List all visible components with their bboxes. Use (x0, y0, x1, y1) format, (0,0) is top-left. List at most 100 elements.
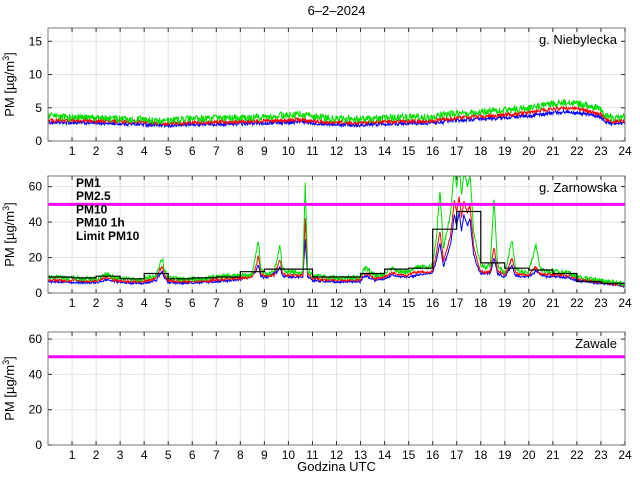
x-tick-label: 7 (213, 448, 220, 462)
x-tick-label: 6 (189, 144, 196, 158)
x-tick-label: 17 (450, 296, 464, 310)
x-tick-label: 6 (189, 296, 196, 310)
series-pm25-g-zarnowska (47, 196, 626, 287)
x-tick-label: 15 (402, 144, 416, 158)
legend-item-pm1: PM1 (76, 176, 101, 190)
x-tick-label: 13 (354, 144, 368, 158)
tick-marks-g-zarnowska (48, 176, 626, 294)
series-pm1-g-niebylecka (47, 109, 626, 129)
y-tick-label: 40 (29, 367, 43, 381)
x-tick-label: 22 (570, 296, 584, 310)
y-tick-label: 0 (35, 286, 42, 300)
tick-marks-g-niebylecka (48, 28, 626, 142)
grid-g-zarnowska (48, 176, 625, 293)
grid-g-niebylecka (48, 28, 625, 141)
x-tick-label: 22 (570, 144, 584, 158)
y-tick-label: 20 (29, 251, 43, 265)
y-tick-label: 60 (29, 180, 43, 194)
x-tick-label: 20 (522, 448, 536, 462)
tick-marks-zawale (48, 332, 626, 446)
x-tick-label: 12 (330, 448, 344, 462)
x-tick-label: 14 (378, 448, 392, 462)
y-axis-label: PM [µg/m3] (1, 202, 17, 267)
x-tick-label: 24 (618, 144, 632, 158)
x-tick-label: 15 (402, 296, 416, 310)
station-label-g-niebylecka: g. Niebylecka (539, 32, 618, 47)
x-tick-label: 22 (570, 448, 584, 462)
legend-item-pm10-1h: PM10 1h (76, 216, 125, 230)
x-axis-label: Godzina UTC (297, 459, 376, 474)
x-tick-label: 11 (306, 448, 319, 462)
x-tick-label: 2 (93, 296, 100, 310)
y-tick-label: 15 (29, 34, 43, 48)
x-tick-label: 12 (330, 144, 344, 158)
x-tick-label: 7 (213, 296, 220, 310)
x-tick-label: 4 (141, 448, 148, 462)
y-tick-label: 60 (29, 332, 43, 346)
y-axis-label: PM [µg/m3] (1, 356, 17, 421)
x-tick-label: 6 (189, 448, 196, 462)
chart-title: 6–2–2024 (308, 3, 366, 18)
x-tick-label: 3 (117, 296, 124, 310)
x-tick-label: 3 (117, 144, 124, 158)
y-tick-label: 40 (29, 215, 43, 229)
x-tick-label: 17 (450, 144, 464, 158)
x-tick-label: 9 (261, 448, 268, 462)
legend-item-limit-pm10: Limit PM10 (76, 229, 140, 243)
x-tick-label: 5 (165, 144, 172, 158)
x-tick-label: 23 (594, 448, 608, 462)
x-tick-label: 13 (354, 296, 368, 310)
x-tick-label: 1 (69, 144, 76, 158)
x-tick-label: 15 (402, 448, 416, 462)
x-tick-label: 4 (141, 296, 148, 310)
x-tick-label: 21 (546, 448, 560, 462)
x-tick-label: 1 (69, 296, 76, 310)
x-tick-label: 19 (498, 296, 512, 310)
x-tick-label: 18 (474, 144, 488, 158)
x-tick-label: 20 (522, 144, 536, 158)
series-pm10-1h-g-zarnowska (48, 210, 625, 284)
x-tick-label: 7 (213, 144, 220, 158)
x-tick-label: 14 (378, 296, 392, 310)
x-tick-label: 2 (93, 144, 100, 158)
y-tick-label: 10 (29, 68, 43, 82)
series-pm10-g-niebylecka (47, 98, 625, 126)
x-tick-label: 9 (261, 144, 268, 158)
x-tick-label: 12 (330, 296, 344, 310)
x-tick-label: 11 (306, 144, 319, 158)
y-tick-label: 0 (35, 134, 42, 148)
y-tick-label: 20 (29, 403, 43, 417)
x-tick-label: 8 (237, 144, 244, 158)
x-tick-label: 18 (474, 448, 488, 462)
x-tick-label: 2 (93, 448, 100, 462)
x-tick-label: 21 (546, 144, 560, 158)
x-tick-label: 19 (498, 448, 512, 462)
x-tick-label: 20 (522, 296, 536, 310)
grid-zawale (48, 332, 625, 445)
x-tick-label: 3 (117, 448, 124, 462)
x-tick-label: 10 (282, 296, 296, 310)
x-tick-label: 1 (69, 448, 76, 462)
x-tick-label: 10 (282, 448, 296, 462)
x-tick-label: 21 (546, 296, 560, 310)
x-tick-label: 16 (426, 448, 440, 462)
x-tick-label: 9 (261, 296, 268, 310)
x-tick-label: 5 (165, 296, 172, 310)
legend-item-pm10: PM10 (76, 202, 108, 216)
x-tick-label: 5 (165, 448, 172, 462)
y-tick-label: 0 (35, 438, 42, 452)
y-tick-label: 5 (35, 101, 42, 115)
x-tick-label: 11 (306, 296, 319, 310)
x-tick-label: 14 (378, 144, 392, 158)
x-tick-label: 16 (426, 296, 440, 310)
x-tick-label: 8 (237, 296, 244, 310)
x-tick-label: 13 (354, 448, 368, 462)
x-tick-label: 8 (237, 448, 244, 462)
x-tick-label: 23 (594, 296, 608, 310)
